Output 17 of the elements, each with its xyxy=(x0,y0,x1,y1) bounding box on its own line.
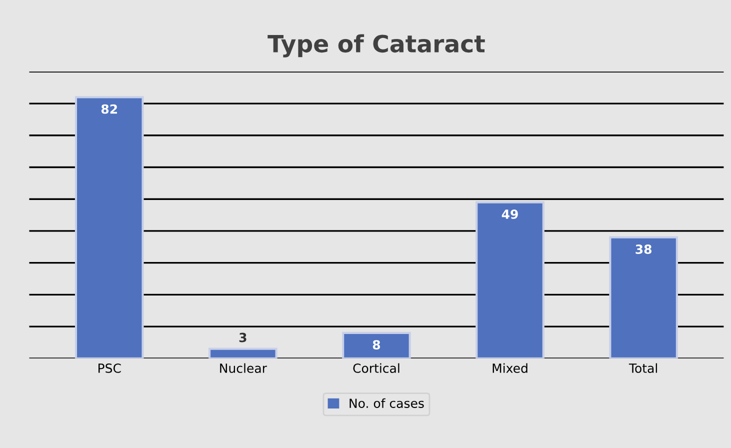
data-label: 82 xyxy=(101,104,117,114)
bar xyxy=(342,332,411,358)
data-label: 8 xyxy=(372,340,380,350)
x-tick-label: Nuclear xyxy=(220,363,267,373)
data-label: 38 xyxy=(636,244,652,254)
legend-label: No. of cases xyxy=(350,398,424,408)
x-tick-label: Total xyxy=(628,363,657,373)
data-label: 49 xyxy=(502,209,518,219)
data-label: 3 xyxy=(239,332,246,342)
x-tick-label: Mixed xyxy=(492,363,528,373)
x-tick-label: Cortical xyxy=(353,363,400,373)
x-tick-label: PSC xyxy=(98,363,121,373)
bar xyxy=(476,201,544,358)
bar xyxy=(609,236,678,358)
bar xyxy=(208,348,278,358)
bar xyxy=(74,96,144,358)
chart-title: Type of Cataract xyxy=(268,34,485,58)
